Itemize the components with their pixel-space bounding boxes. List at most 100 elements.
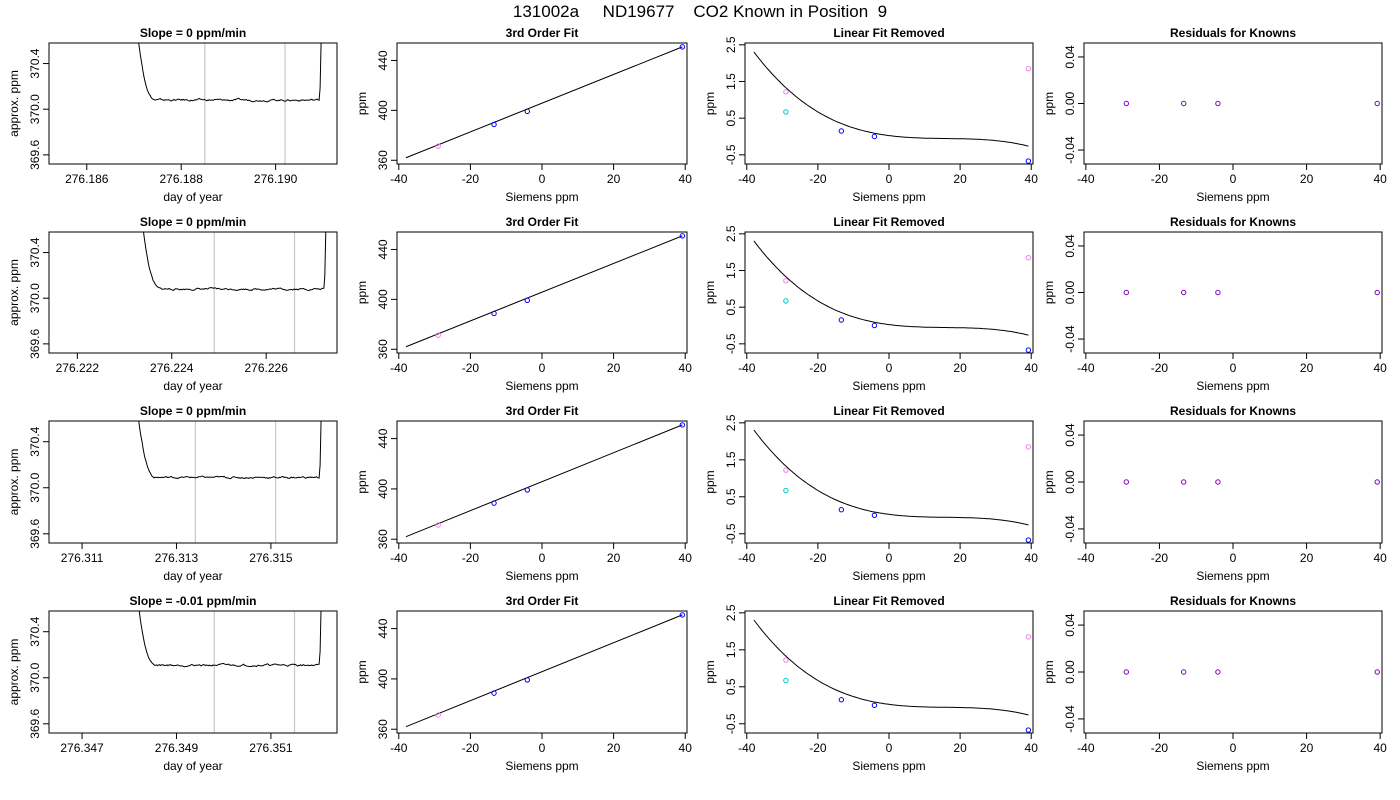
cubic-fit-curve [753, 619, 1029, 716]
x-tick-label: 276.351 [249, 741, 293, 755]
data-point [491, 690, 497, 696]
y-tick-label: 1.5 [724, 262, 738, 279]
x-tick-label: 20 [607, 361, 621, 375]
x-tick-label: 0 [539, 741, 546, 755]
plot-frame [396, 231, 688, 354]
x-tick-label: 20 [607, 551, 621, 565]
x-axis-label: day of year [163, 190, 222, 204]
y-axis-label: approx. ppm [7, 259, 21, 326]
y-tick-label: 0.5 [724, 678, 738, 695]
figure-title: 131002a ND19677 CO2 Known in Position 9 [512, 2, 888, 21]
panel-linear-removed-row-3: Linear Fit Removed -40 -20 0 20 40 -0.5 0.5 1.5 2… [703, 404, 1038, 583]
y-tick-label: 0.04 [1063, 234, 1077, 258]
cubic-fit-curve [753, 429, 1029, 526]
y-tick-label: -0.5 [724, 333, 738, 354]
x-axis-label: Siemens ppm [505, 569, 578, 583]
data-point [1123, 479, 1130, 485]
x-tick-label: 20 [953, 551, 967, 565]
data-point [838, 128, 845, 134]
data-point [1374, 100, 1380, 107]
y-axis-label: ppm [1042, 281, 1056, 304]
fit-line [405, 46, 683, 159]
x-tick-label: 20 [953, 741, 967, 755]
y-axis-label: ppm [355, 281, 369, 304]
y-tick-label: -0.5 [724, 523, 738, 544]
plot-frame [48, 420, 338, 544]
x-tick-label: 276.315 [249, 551, 293, 565]
x-tick-label: 0 [1230, 741, 1237, 755]
panel-timeseries-row-4: Slope = -0.01 ppm/min 276.347 276.349 276.3… [7, 594, 338, 773]
x-tick-label: -40 [1077, 551, 1095, 565]
y-tick-label: 360 [376, 339, 390, 359]
data-point [783, 298, 789, 304]
y-tick-label: 370.0 [28, 94, 42, 124]
plot-area [753, 240, 1029, 336]
y-tick-label: 360 [376, 150, 390, 170]
y-tick-label: 0.04 [1063, 613, 1077, 637]
data-point [783, 109, 789, 115]
plot-frame [48, 42, 338, 165]
x-tick-label: 40 [1025, 361, 1039, 375]
data-point [435, 522, 441, 528]
x-tick-label: -40 [390, 741, 408, 755]
y-tick-label: 2.5 [724, 414, 738, 431]
plot-area [138, 421, 322, 543]
y-tick-label: 370.0 [28, 283, 42, 313]
y-tick-label: 400 [376, 669, 390, 689]
plot-frame [1083, 231, 1383, 354]
panel-title: Linear Fit Removed [833, 404, 944, 418]
x-tick-label: 20 [607, 172, 621, 186]
y-axis-label: approx. ppm [7, 639, 21, 706]
fit-line [405, 235, 683, 348]
y-tick-label: 400 [376, 100, 390, 120]
y-axis-label: ppm [703, 92, 717, 115]
plot-frame [48, 610, 338, 734]
y-axis-label: ppm [355, 92, 369, 115]
data-point [435, 332, 441, 338]
data-point [783, 467, 789, 473]
y-axis-label: ppm [355, 470, 369, 493]
x-tick-label: 276.347 [60, 741, 104, 755]
x-axis-label: Siemens ppm [505, 379, 578, 393]
plot-frame [744, 420, 1034, 544]
plot-frame [1083, 610, 1383, 734]
y-tick-label: 0.00 [1063, 280, 1077, 304]
y-tick-label: 369.6 [28, 708, 42, 738]
panel-linear-removed-row-2: Linear Fit Removed -40 -20 0 20 40 -0.5 0.5 1.5 2… [703, 215, 1038, 393]
x-tick-label: 276.313 [155, 551, 199, 565]
panel-title: 3rd Order Fit [506, 404, 579, 418]
plot-area [405, 46, 683, 159]
data-point [1123, 289, 1130, 296]
data-point [783, 278, 789, 284]
x-tick-label: 40 [1025, 741, 1039, 755]
x-tick-label: 276.190 [254, 172, 298, 186]
x-tick-label: 40 [1373, 551, 1387, 565]
x-tick-label: 0 [886, 551, 893, 565]
y-tick-label: -0.04 [1063, 515, 1077, 543]
y-axis-label: ppm [703, 660, 717, 683]
plot-frame [744, 231, 1034, 354]
panel-title: Residuals for Knowns [1170, 215, 1296, 229]
x-tick-label: 0 [886, 741, 893, 755]
panel-title: Residuals for Knowns [1170, 594, 1296, 608]
x-tick-label: 20 [1300, 741, 1314, 755]
x-tick-label: -20 [462, 741, 480, 755]
x-tick-label: 20 [1300, 361, 1314, 375]
plot-frame [1083, 420, 1383, 544]
x-axis-label: day of year [163, 379, 222, 393]
y-tick-label: -0.04 [1063, 705, 1077, 733]
y-tick-label: 0.5 [724, 110, 738, 127]
y-axis-label: ppm [1042, 660, 1056, 683]
x-tick-label: 0 [539, 551, 546, 565]
fit-line [405, 424, 683, 538]
x-axis-label: Siemens ppm [1196, 379, 1269, 393]
y-tick-label: -0.5 [724, 713, 738, 734]
y-tick-label: 2.5 [724, 225, 738, 242]
x-tick-label: -20 [809, 172, 827, 186]
y-tick-label: 369.6 [28, 518, 42, 548]
x-tick-label: 276.226 [244, 361, 288, 375]
panel-title: Linear Fit Removed [833, 594, 944, 608]
y-tick-label: 370.4 [28, 48, 42, 78]
y-tick-label: 369.6 [28, 329, 42, 359]
